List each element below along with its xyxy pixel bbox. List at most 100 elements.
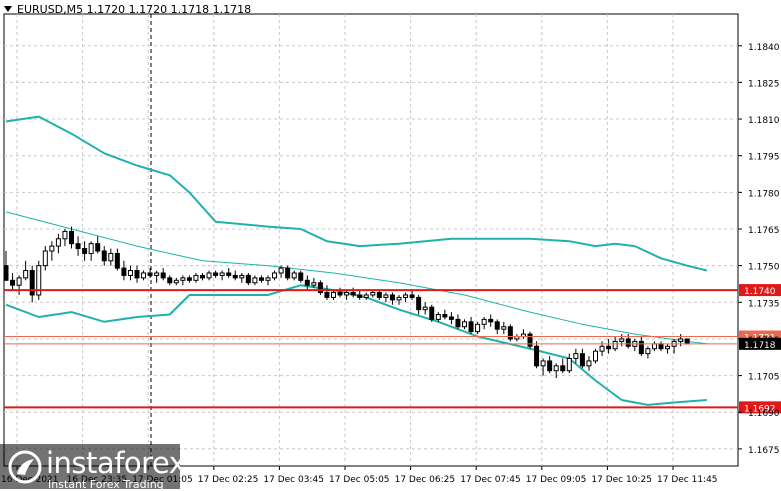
x-tick-label: 17 Dec 05:05: [329, 475, 390, 485]
candle-body: [55, 238, 61, 247]
candle-body: [612, 340, 618, 350]
candle-body: [534, 345, 540, 367]
candle-body: [154, 272, 160, 276]
candle-body: [95, 243, 101, 252]
level-label: 1.1692: [744, 404, 776, 414]
candle-body: [344, 292, 350, 296]
candle-body: [317, 282, 323, 294]
candle-body: [29, 270, 35, 296]
price-label: 1.1718: [744, 341, 776, 351]
candle-body: [331, 292, 336, 298]
plot-frame: [3, 13, 739, 467]
candle-body: [527, 333, 533, 347]
candle-body: [82, 248, 88, 254]
candle-body: [422, 306, 428, 311]
logo-tagline: Instant Forex Trading: [48, 478, 164, 491]
price-axis: 1.1840 1.1825 1.1810 1.1795 1.1780 1.1765 1.17…: [738, 43, 780, 456]
candle-body: [272, 272, 278, 279]
candle-body: [88, 243, 94, 254]
candle-body: [363, 294, 369, 298]
bollinger-lower-line: [5, 284, 707, 406]
candle-body: [429, 306, 435, 320]
candle-body: [298, 272, 304, 281]
y-tick-label: 1.1750: [748, 263, 780, 273]
candle-body: [416, 296, 422, 311]
y-tick-label: 1.1765: [748, 226, 780, 236]
candle-body: [494, 321, 500, 330]
price-label-box: [739, 337, 781, 350]
bollinger-bands: [5, 115, 708, 406]
candle-body: [42, 250, 48, 267]
candle-body: [49, 245, 55, 252]
candle-body: [193, 274, 199, 281]
candle-body: [435, 314, 441, 320]
candle-body: [245, 274, 251, 284]
candle-body: [200, 274, 205, 279]
y-tick-label: 1.1780: [748, 189, 780, 199]
bollinger-upper-line: [5, 115, 708, 272]
grid-lines: [3, 13, 739, 467]
y-tick-label: 1.1810: [748, 116, 780, 126]
candle-body: [75, 243, 81, 250]
candle-body: [265, 277, 271, 281]
candle-body: [448, 316, 454, 320]
symbol-menu-arrow-icon[interactable]: [4, 6, 12, 12]
candle-body: [573, 353, 579, 359]
candle-body: [324, 292, 330, 298]
candle-body: [475, 323, 481, 333]
candle-body: [108, 252, 114, 262]
candle-body: [252, 277, 258, 284]
y-tick-label: 1.1825: [748, 79, 780, 89]
candle-body: [383, 294, 389, 298]
candle-body: [481, 318, 487, 325]
candle-body: [566, 357, 572, 372]
logo-name: instaforex: [46, 446, 186, 480]
candle-body: [36, 265, 42, 296]
candle-body: [468, 321, 474, 333]
candle-body: [304, 279, 310, 286]
y-tick-label: 1.1690: [748, 409, 780, 419]
candle-body: [560, 365, 566, 372]
y-tick-label: 1.1735: [748, 299, 780, 309]
bollinger-middle-line: [5, 211, 707, 345]
candle-body: [370, 292, 376, 296]
instaforex-logo-icon: [8, 450, 42, 484]
candle-body: [167, 277, 173, 284]
candle-body: [442, 314, 448, 318]
y-tick-label: 1.1795: [748, 153, 780, 163]
candle-body: [147, 272, 153, 276]
candle-body: [219, 272, 225, 276]
level-label-box: [739, 401, 781, 414]
candle-body: [409, 294, 415, 298]
candle-body: [488, 318, 494, 323]
candle-body: [357, 294, 363, 298]
candle-body: [540, 360, 546, 367]
candle-body: [3, 265, 9, 281]
y-tick-label: 1.1675: [748, 446, 780, 456]
candle-body: [239, 274, 245, 279]
candle-body: [507, 326, 513, 340]
candle-body: [599, 345, 605, 352]
candle-body: [101, 250, 107, 262]
candle-body: [665, 345, 671, 350]
instaforex-logo: instaforex Instant Forex Trading: [0, 444, 186, 491]
candle-body: [232, 274, 238, 279]
x-tick-label: 17 Dec 02:25: [198, 475, 259, 485]
x-tick-label: 17 Dec 10:25: [591, 475, 652, 485]
candle-body: [455, 318, 461, 328]
y-tick-label: 1.1720: [748, 336, 780, 346]
candle-body: [10, 279, 16, 286]
candle-body: [337, 292, 343, 296]
candle-body: [606, 345, 612, 350]
candle-body: [376, 292, 382, 298]
candle-body: [678, 338, 684, 342]
candle-body: [173, 279, 179, 284]
candle-body: [586, 360, 592, 367]
candle-body: [258, 277, 264, 281]
y-tick-label: 1.1840: [748, 43, 780, 53]
candle-body: [645, 348, 651, 355]
candle-body: [501, 326, 507, 330]
